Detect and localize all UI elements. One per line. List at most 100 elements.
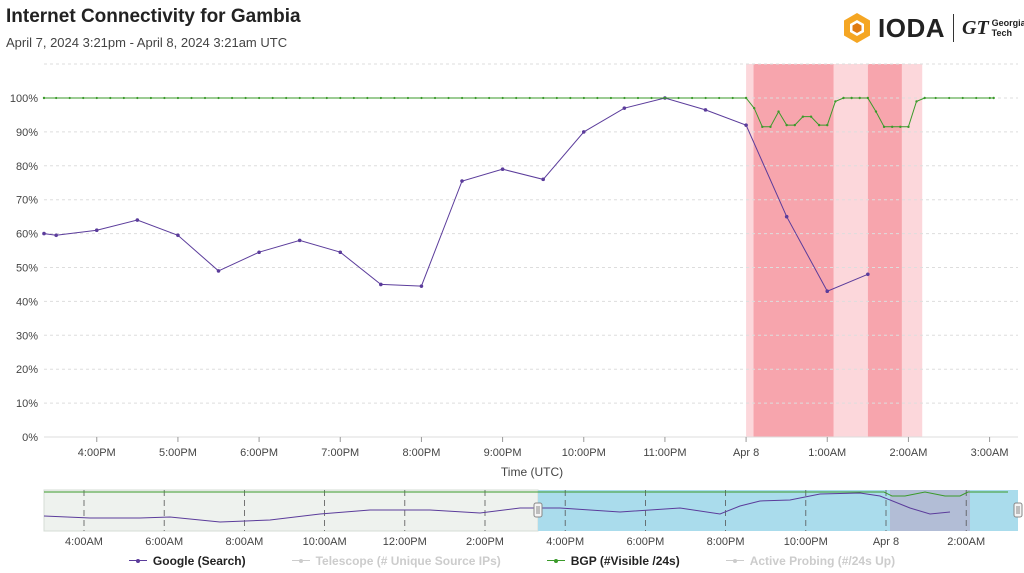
google-series-point <box>338 250 343 255</box>
bgp-series-point <box>393 96 396 100</box>
y-tick-label: 90% <box>16 127 38 139</box>
bgp-series-point <box>850 96 853 100</box>
google-series-point <box>784 214 789 219</box>
google-series-point <box>176 233 180 238</box>
navigator-tick-label: 10:00PM <box>784 536 828 548</box>
bgp-series-point <box>923 96 926 100</box>
y-tick-label: 0% <box>22 432 38 444</box>
date-range-subtitle: April 7, 2024 3:21pm - April 8, 2024 3:2… <box>6 35 288 50</box>
bgp-series-point <box>826 123 829 127</box>
google-series-point <box>460 179 464 183</box>
bgp-series-point <box>528 96 531 100</box>
bgp-series-point <box>761 125 764 129</box>
legend-google-label: Google (Search) <box>152 554 246 568</box>
y-tick-label: 30% <box>16 330 38 342</box>
x-tick-label: 4:00PM <box>78 447 116 459</box>
bgp-series-point <box>596 96 599 100</box>
bgp-series-point <box>149 96 152 100</box>
x-tick-label: 3:00AM <box>971 447 1009 459</box>
bgp-series-point <box>801 115 805 118</box>
bgp-series-point <box>858 96 861 100</box>
outage-band <box>746 64 754 437</box>
legend-telescope[interactable]: Telescope (# Unique Source IPs) <box>291 554 501 568</box>
bgp-series-point <box>890 125 894 129</box>
navigator-outage-band <box>890 490 970 531</box>
chart-series <box>42 96 995 294</box>
google-series-line <box>43 97 868 292</box>
bgp-series-point <box>298 96 301 100</box>
y-tick-label: 20% <box>16 364 38 376</box>
google-series-point <box>135 218 140 222</box>
google-series-point <box>500 167 505 171</box>
bgp-series-point <box>988 96 991 100</box>
bgp-series-point <box>55 96 58 100</box>
google-series-point <box>744 123 748 127</box>
x-tick-label: 9:00PM <box>484 447 522 459</box>
bgp-series-point <box>650 96 653 100</box>
bgp-series-point <box>609 96 613 100</box>
navigator-tick-label: 8:00AM <box>225 536 263 548</box>
y-axis-ticks: 0% 10% 20% 30% 40% 50% 60% 70% 80% 90% 100% <box>10 93 38 444</box>
x-tick-label: 5:00PM <box>159 447 197 459</box>
bgp-series-point <box>68 96 71 100</box>
bgp-series-point <box>975 96 978 100</box>
bgp-series-point <box>866 96 870 100</box>
google-series-point <box>866 272 870 277</box>
navigator-right-handle[interactable] <box>1013 502 1023 518</box>
google-series-icon <box>128 557 147 565</box>
bgp-series-point <box>753 106 756 110</box>
bgp-series-point <box>948 96 951 100</box>
legend-google[interactable]: Google (Search) <box>128 554 246 568</box>
bgp-series-point <box>834 100 837 103</box>
navigator-left-handle[interactable] <box>533 502 543 518</box>
page-title: Internet Connectivity for Gambia <box>6 6 301 27</box>
x-tick-label: 1:00AM <box>808 447 846 459</box>
google-series-point <box>297 238 302 243</box>
bgp-series-point <box>636 96 640 100</box>
navigator-tick-label: Apr 8 <box>873 536 899 548</box>
ioda-hexagon-icon <box>844 13 870 43</box>
bgp-series-point <box>809 115 813 118</box>
navigator-tick-label: 2:00AM <box>947 536 985 548</box>
bgp-series-point <box>312 96 315 100</box>
google-series-point <box>622 106 627 110</box>
x-tick-label: 7:00PM <box>321 447 359 459</box>
bgp-series-point <box>569 96 572 100</box>
bgp-series-point <box>325 96 328 100</box>
navigator-tick-label: 2:00PM <box>466 536 504 548</box>
logo[interactable]: IODA GT Georgia Tech <box>842 11 1024 45</box>
legend-active-probing[interactable]: Active Probing (#/24s Up) <box>725 554 896 568</box>
bgp-series-point <box>899 125 902 129</box>
google-series-point <box>541 177 545 182</box>
gt-logo-line1: Georgia <box>991 18 1024 28</box>
legend-active-probing-label: Active Probing (#/24s Up) <box>749 554 896 568</box>
bgp-series-point <box>769 125 772 129</box>
connectivity-chart[interactable]: 0% 10% 20% 30% 40% 50% 60% 70% 80% 90% 100% 4:00PM… <box>0 0 1024 552</box>
bgp-series-point <box>677 96 680 100</box>
google-series-point <box>216 269 221 273</box>
google-series-point <box>419 284 424 288</box>
navigator-tick-label: 4:00PM <box>546 536 584 548</box>
bgp-series-point <box>623 96 626 100</box>
google-series-point <box>703 108 708 112</box>
gt-logo-text: Georgia Tech <box>992 18 1024 38</box>
x-tick-label: 10:00PM <box>562 447 606 459</box>
bgp-series-point <box>285 96 288 100</box>
x-tick-label: 11:00PM <box>643 447 686 459</box>
legend-bgp[interactable]: BGP (#Visible /24s) <box>546 554 680 568</box>
bgp-series-point <box>217 96 220 100</box>
bgp-series-point <box>501 96 504 100</box>
bgp-series-point <box>420 96 423 100</box>
navigator-bgp-line <box>44 491 1008 497</box>
bgp-series-point <box>691 96 694 100</box>
navigator-tick-label: 12:00PM <box>383 536 427 548</box>
bgp-series-point <box>366 96 369 100</box>
bgp-series-point <box>352 96 355 100</box>
y-tick-label: 100% <box>10 93 38 105</box>
logo-divider <box>953 14 954 42</box>
bgp-series-point <box>230 96 234 100</box>
gt-logo-mark: GT <box>962 16 989 39</box>
bgp-series-point <box>515 96 518 100</box>
bgp-series-point <box>663 96 667 100</box>
bgp-series-point <box>474 96 477 100</box>
